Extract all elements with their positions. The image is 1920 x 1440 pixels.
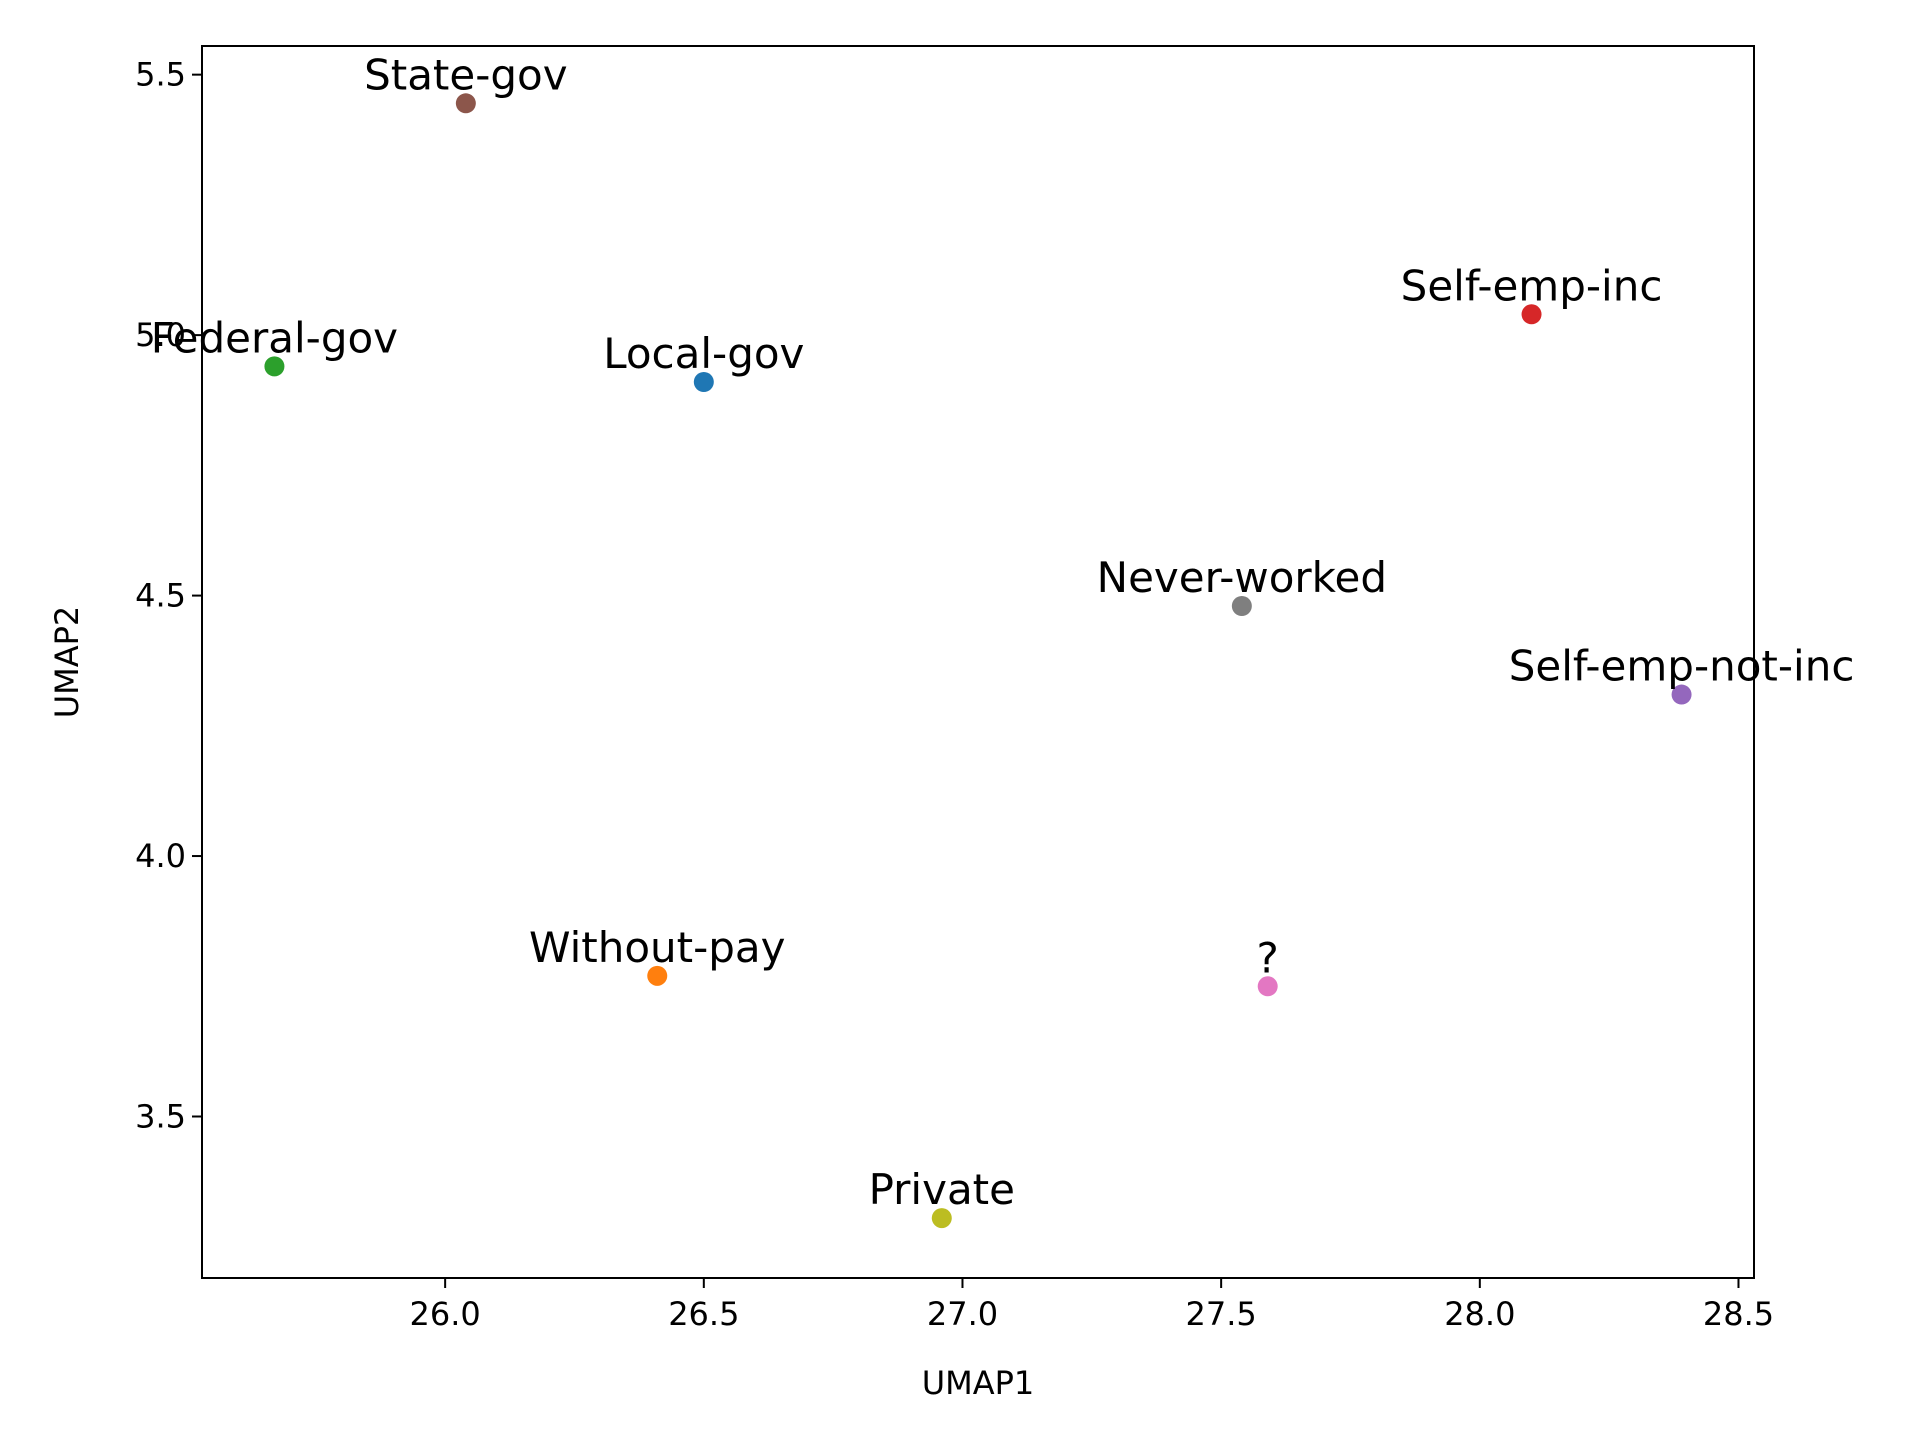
x-tick-label: 26.5 — [668, 1295, 739, 1333]
data-point-label: Local-gov — [603, 329, 804, 378]
x-axis-title: UMAP1 — [922, 1364, 1035, 1402]
data-point-label: ? — [1257, 933, 1279, 982]
x-tick-label: 28.0 — [1444, 1295, 1515, 1333]
data-point-label: Self-emp-not-inc — [1509, 642, 1855, 691]
data-point-label: Federal-gov — [151, 313, 398, 362]
data-point-label: State-gov — [364, 50, 568, 99]
data-point-label: Never-worked — [1097, 553, 1387, 602]
x-axis: 26.0 26.5 27.0 27.5 28.0 28.5 — [410, 1278, 1774, 1333]
data-point — [1257, 976, 1278, 997]
x-tick-label: 27.0 — [927, 1295, 998, 1333]
y-axis: 3.5 4.0 4.5 5.0 5.5 — [135, 56, 202, 1136]
y-axis-title: UMAP2 — [48, 606, 86, 719]
x-tick-label: 28.5 — [1703, 1295, 1774, 1333]
y-tick-label: 4.5 — [135, 577, 186, 615]
data-point — [693, 372, 714, 392]
data-point — [264, 356, 285, 377]
x-tick-label: 26.0 — [410, 1295, 481, 1333]
y-tick-label: 5.5 — [135, 56, 186, 94]
data-point-label: Self-emp-inc — [1401, 261, 1663, 310]
data-point — [455, 93, 476, 114]
data-points — [264, 93, 1692, 1229]
data-point — [1671, 684, 1692, 705]
x-tick-label: 27.5 — [1186, 1295, 1257, 1333]
y-tick-label: 4.0 — [135, 837, 186, 875]
data-point — [931, 1208, 952, 1229]
data-point-label: Private — [869, 1165, 1015, 1214]
y-tick-label: 3.5 — [135, 1098, 186, 1136]
data-point — [1521, 304, 1542, 325]
plot-frame — [201, 45, 1755, 1279]
data-point — [1231, 596, 1252, 616]
point-labels: Local-gov Without-pay Federal-gov Self-emp-… — [151, 50, 1855, 1214]
data-point — [647, 965, 668, 986]
y-tick-label: 5.0 — [135, 316, 186, 354]
data-point-label: Without-pay — [529, 923, 786, 972]
